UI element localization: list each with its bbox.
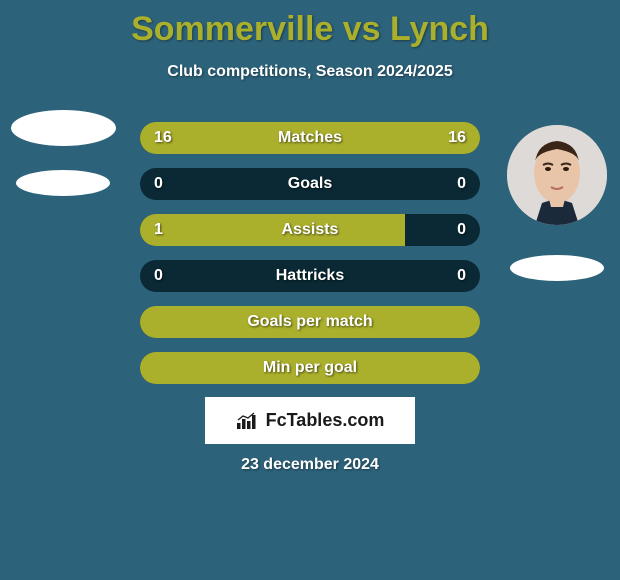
stat-value-right: 0	[457, 260, 466, 292]
card-subtitle: Club competitions, Season 2024/2025	[0, 63, 620, 81]
stat-label: Min per goal	[140, 352, 480, 384]
player-left-ellipse-2	[16, 170, 110, 196]
stat-label: Hattricks	[140, 260, 480, 292]
player-left-ellipse-1	[11, 110, 116, 146]
comparison-card: Sommerville vs Lynch Club competitions, …	[0, 0, 620, 580]
player-right-avatar	[507, 125, 607, 225]
face-icon	[507, 125, 607, 225]
logo-chart-icon	[236, 412, 258, 430]
player-left-column	[8, 110, 118, 196]
stat-bar-goals: Goals0 0	[140, 168, 480, 200]
stat-bar-hattricks: Hattricks0 0	[140, 260, 480, 292]
stat-label: Goals	[140, 168, 480, 200]
stat-value-right: 0	[457, 168, 466, 200]
stat-value-left: 0	[154, 260, 163, 292]
card-date: 23 december 2024	[0, 456, 620, 474]
stat-bar-matches: Matches16 16	[140, 122, 480, 154]
stat-label: Matches	[140, 122, 480, 154]
stat-bar-min-per-goal: Min per goal	[140, 352, 480, 384]
stat-value-right: 0	[457, 214, 466, 246]
stat-value-left: 1	[154, 214, 163, 246]
stat-value-left: 0	[154, 168, 163, 200]
stats-list: Matches1616Goals00Assists10Hattricks00Go…	[140, 122, 480, 384]
stat-label: Goals per match	[140, 306, 480, 338]
card-title: Sommerville vs Lynch	[0, 0, 620, 49]
logo-box: FcTables.com	[205, 397, 415, 444]
stat-bar-goals-per-match: Goals per match	[140, 306, 480, 338]
stat-value-right: 16	[448, 122, 466, 154]
stat-value-left: 16	[154, 122, 172, 154]
stat-label: Assists	[140, 214, 480, 246]
stat-bar-assists: Assists1 0	[140, 214, 480, 246]
player-right-column	[502, 125, 612, 281]
player-right-ellipse	[510, 255, 604, 281]
logo-text: FcTables.com	[266, 410, 385, 431]
